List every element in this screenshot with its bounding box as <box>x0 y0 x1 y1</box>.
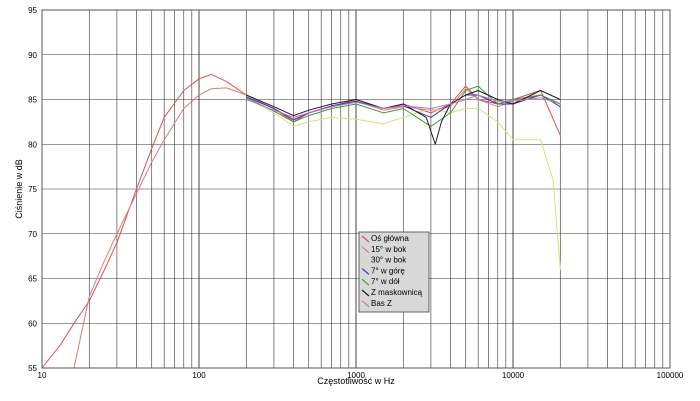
series-line-7 <box>246 94 561 118</box>
y-tick-label: 70 <box>28 230 37 239</box>
legend-swatch <box>361 246 370 254</box>
legend-box <box>358 231 430 313</box>
y-tick-label: 80 <box>28 140 37 149</box>
y-tick-label: 75 <box>28 185 37 194</box>
legend-label: 7° w dół <box>371 277 400 286</box>
y-tick-label: 55 <box>28 364 37 373</box>
series-lines <box>41 73 561 369</box>
legend-label: Oś główna <box>371 234 409 243</box>
plot-border <box>41 9 671 369</box>
y-tick-labels: 55 60 65 70 75 80 85 90 95 <box>28 6 37 373</box>
x-tick-label: 100000 <box>657 371 684 380</box>
y-tick-label: 95 <box>28 6 37 15</box>
grid <box>42 10 670 368</box>
x-tick-label: 100 <box>192 371 206 380</box>
y-tick-label: 90 <box>28 51 37 60</box>
x-axis-title: Częstotliwość w Hz <box>317 376 395 386</box>
legend-swatch <box>361 257 370 265</box>
x-tick-labels: 10 100 1000 10000 100000 <box>38 371 684 380</box>
series-line-2 <box>73 87 561 369</box>
x-tick-label: 10 <box>38 371 47 380</box>
y-tick-label: 60 <box>28 319 37 328</box>
legend-label: 7° w górę <box>371 266 405 275</box>
legend-swatch <box>361 289 370 297</box>
legend-label: Bas Z <box>371 299 392 308</box>
legend-swatch <box>361 267 370 275</box>
legend-label: 15° w bok <box>371 245 407 254</box>
y-axis-title: Ciśnienie w dB <box>14 159 24 219</box>
legend-swatch <box>361 300 370 308</box>
x-tick-label: 10000 <box>502 371 525 380</box>
legend-label: 30° w bok <box>371 256 407 265</box>
x-tick-label: 1000 <box>347 371 365 380</box>
y-tick-label: 65 <box>28 275 37 284</box>
series-line-6 <box>246 90 561 145</box>
legend-label: Z maskownicą <box>371 288 423 297</box>
legend-swatch <box>361 278 370 286</box>
y-tick-label: 85 <box>28 96 37 105</box>
legend-swatch <box>361 235 370 243</box>
